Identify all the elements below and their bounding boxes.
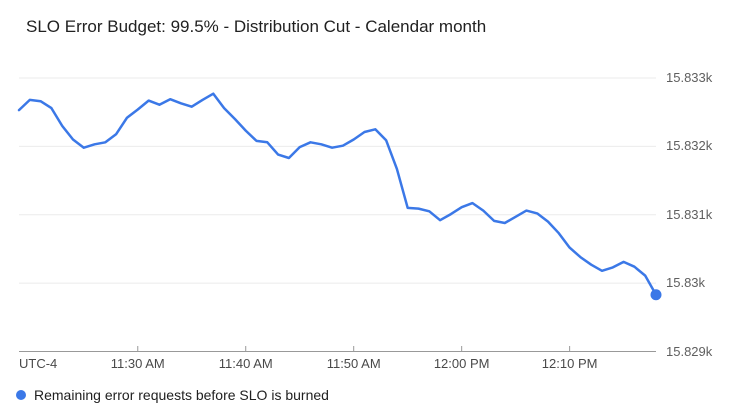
y-axis-tick-label: 15.832k (666, 138, 713, 154)
legend-label: Remaining error requests before SLO is b… (34, 387, 329, 403)
y-axis-tick-label: 15.831k (666, 206, 713, 222)
x-axis-tick-label: 11:50 AM (326, 356, 381, 371)
error-budget-line-series (17, 92, 658, 296)
y-axis-tick-label: 15.833k (666, 70, 713, 85)
x-axis-tick-label: 11:40 AM (218, 356, 273, 371)
legend-item[interactable]: Remaining error requests before SLO is b… (16, 387, 329, 403)
y-axis-tick-label: 15.829k (666, 343, 713, 359)
x-axis-tick-label: 12:00 PM (433, 356, 490, 371)
y-axis-tick-label: 15.83k (666, 275, 706, 291)
latest-value-point (650, 289, 662, 301)
timezone-label: UTC-4 (19, 356, 58, 371)
x-axis-tick-label: 12:10 PM (541, 356, 598, 371)
x-axis-tick-label: 11:30 AM (110, 356, 165, 371)
chart-title: SLO Error Budget: 99.5% - Distribution C… (26, 17, 487, 36)
series-color-dot-icon (16, 390, 26, 400)
